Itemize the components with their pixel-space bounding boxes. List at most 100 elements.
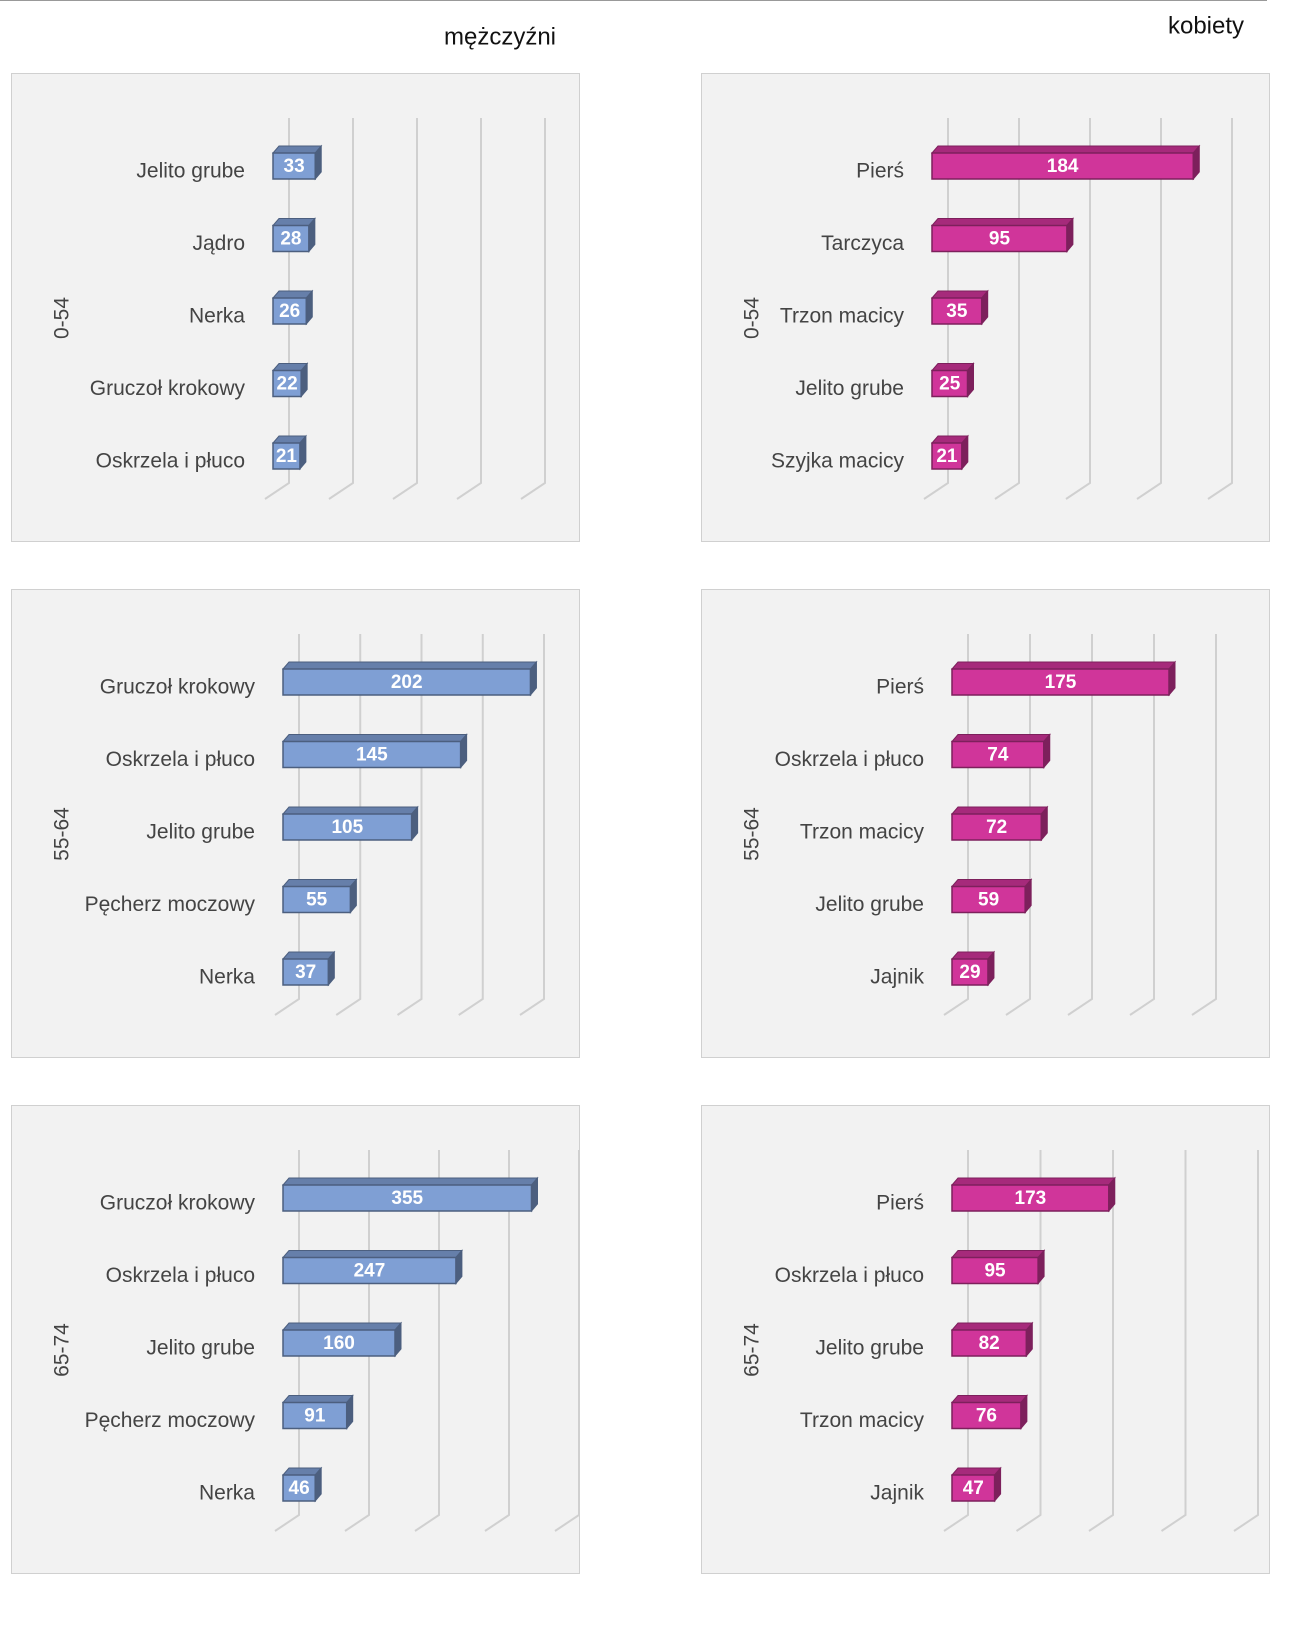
- category-label: Jajnik: [870, 1482, 924, 1505]
- value-label: 26: [279, 301, 300, 322]
- category-label: Jądro: [192, 232, 245, 255]
- grid-line: [520, 118, 546, 500]
- bar: [282, 1184, 533, 1212]
- bar-top: [930, 145, 1201, 154]
- bar: [282, 1401, 348, 1430]
- category-label: Jajnik: [870, 966, 924, 989]
- category-label: Pierś: [876, 1192, 924, 1215]
- bar: [931, 297, 983, 325]
- grid-line: [458, 634, 484, 1016]
- value-label: 247: [354, 1261, 386, 1282]
- bar: [931, 152, 1195, 180]
- bar: [282, 1329, 396, 1357]
- category-label: Pęcherz moczowy: [85, 893, 256, 916]
- bar-top: [281, 1177, 539, 1186]
- bar-top: [281, 1250, 463, 1258]
- category-label: Jelito grube: [795, 377, 904, 400]
- category-label: Trzon macicy: [780, 305, 905, 328]
- bar: [272, 369, 302, 398]
- bar-top: [281, 879, 358, 887]
- grid-line: [1160, 1150, 1187, 1532]
- axis-label: 55-64: [51, 807, 74, 861]
- axis-label: 0-54: [741, 297, 764, 339]
- grid-line: [519, 634, 545, 1016]
- grid-line: [456, 118, 482, 500]
- bar-top: [930, 363, 975, 371]
- bar: [282, 1474, 316, 1502]
- bar-top: [950, 1177, 1116, 1186]
- axis-label: 65-74: [51, 1323, 74, 1377]
- category-label: Oskrzela i płuco: [106, 748, 255, 771]
- value-label: 184: [1047, 156, 1079, 177]
- category-label: Jelito grube: [815, 1337, 924, 1360]
- bar-top: [950, 1467, 1002, 1476]
- bar-top: [271, 145, 323, 154]
- grid-line: [1129, 634, 1155, 1016]
- value-label: 173: [1015, 1188, 1047, 1209]
- value-label: 76: [976, 1406, 997, 1427]
- bar-top: [950, 661, 1177, 670]
- bar: [272, 152, 316, 180]
- category-label: Nerka: [189, 305, 245, 328]
- category-label: Nerka: [199, 1482, 255, 1505]
- value-label: 145: [356, 745, 388, 766]
- bar-top: [281, 661, 538, 670]
- bar: [282, 958, 330, 986]
- grid-line: [1207, 118, 1233, 500]
- value-label: 95: [989, 229, 1011, 250]
- grid-line: [1191, 634, 1217, 1016]
- value-label: 37: [295, 962, 316, 983]
- value-label: 35: [946, 301, 968, 322]
- category-label: Jelito grube: [136, 160, 245, 183]
- axis-label: 0-54: [51, 297, 74, 339]
- value-label: 59: [978, 890, 999, 911]
- grid-line: [328, 118, 354, 500]
- bar-top: [950, 1395, 1028, 1403]
- value-label: 105: [331, 817, 363, 838]
- bar: [282, 1256, 457, 1285]
- axis-label: 65-74: [741, 1323, 764, 1377]
- value-label: 25: [939, 374, 961, 395]
- category-label: Oskrzela i płuco: [775, 1264, 924, 1287]
- bar-top: [271, 218, 316, 226]
- bar: [282, 740, 462, 769]
- bar-top: [271, 290, 314, 299]
- value-label: 46: [289, 1478, 310, 1499]
- bar: [951, 885, 1026, 914]
- bar-top: [950, 1250, 1046, 1258]
- category-label: Gruczoł krokowy: [90, 377, 246, 400]
- category-label: Pierś: [856, 160, 904, 183]
- bar: [951, 813, 1043, 841]
- value-label: 21: [936, 446, 958, 467]
- category-label: Trzon macicy: [800, 821, 925, 844]
- value-label: 202: [391, 672, 423, 693]
- bar-top: [950, 879, 1033, 887]
- bar-top: [281, 734, 468, 742]
- category-label: Gruczoł krokowy: [100, 676, 256, 699]
- bar-top: [950, 1322, 1034, 1331]
- bar: [951, 1329, 1028, 1357]
- value-label: 74: [987, 745, 1009, 766]
- column-title: kobiety: [1168, 12, 1244, 39]
- value-label: 82: [979, 1333, 1000, 1354]
- category-label: Trzon macicy: [800, 1409, 925, 1432]
- category-label: Nerka: [199, 966, 255, 989]
- category-label: Tarczyca: [821, 232, 904, 255]
- category-label: Oskrzela i płuco: [106, 1264, 255, 1287]
- category-label: Jelito grube: [815, 893, 924, 916]
- value-label: 29: [959, 962, 980, 983]
- bar-top: [281, 1395, 354, 1403]
- bar: [272, 297, 308, 325]
- bar-top: [950, 734, 1051, 742]
- category-label: Jelito grube: [146, 1337, 255, 1360]
- column-title: mężczyźni: [444, 23, 556, 50]
- bar: [951, 1256, 1039, 1285]
- category-label: Oskrzela i płuco: [96, 450, 245, 473]
- bar: [282, 668, 532, 696]
- value-label: 33: [284, 156, 305, 177]
- bar-top: [950, 806, 1049, 815]
- axis-label: 55-64: [741, 807, 764, 861]
- bar: [951, 1474, 996, 1502]
- grid-line: [1088, 1150, 1114, 1532]
- grid-line: [1067, 634, 1093, 1016]
